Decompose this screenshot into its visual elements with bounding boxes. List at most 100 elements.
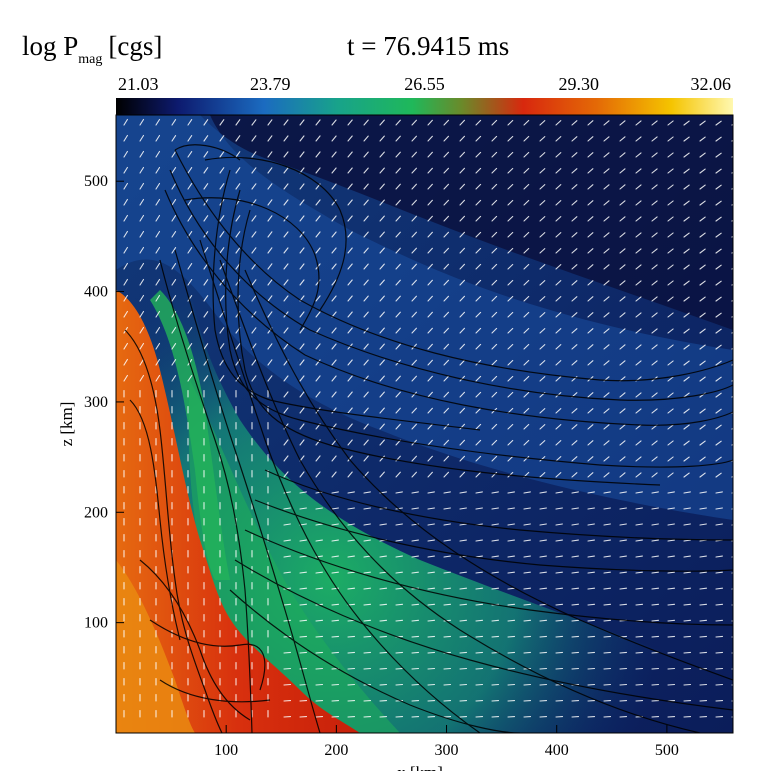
velocity-arrow <box>571 424 578 430</box>
velocity-arrow <box>667 344 674 350</box>
velocity-arrow <box>715 184 722 190</box>
velocity-arrow <box>715 440 722 446</box>
velocity-arrow <box>139 134 145 142</box>
velocity-arrow <box>683 344 690 350</box>
velocity-arrow <box>331 183 337 190</box>
velocity-arrow <box>283 471 289 478</box>
velocity-arrow <box>539 408 546 414</box>
velocity-arrow <box>715 651 724 654</box>
velocity-arrow <box>619 216 626 222</box>
velocity-arrow <box>635 507 643 510</box>
velocity-arrow <box>139 230 145 238</box>
velocity-arrow <box>427 471 433 478</box>
velocity-arrow <box>443 587 452 590</box>
velocity-arrow <box>395 135 401 142</box>
velocity-arrow <box>363 507 371 510</box>
velocity-arrow <box>283 491 291 494</box>
velocity-arrow <box>571 120 578 126</box>
velocity-arrow <box>379 603 388 606</box>
velocity-arrow <box>651 168 658 174</box>
velocity-arrow <box>491 391 498 398</box>
velocity-arrow <box>427 199 433 206</box>
velocity-arrow <box>427 151 433 158</box>
velocity-arrow <box>635 392 642 398</box>
velocity-arrow <box>651 360 658 366</box>
velocity-arrow <box>651 248 658 254</box>
velocity-arrow <box>283 231 289 238</box>
velocity-arrow <box>555 539 563 542</box>
velocity-arrow <box>427 455 433 462</box>
velocity-arrow <box>587 456 594 462</box>
velocity-arrow <box>187 375 193 382</box>
velocity-arrow <box>667 232 674 238</box>
velocity-arrow <box>171 199 177 206</box>
velocity-arrow <box>411 635 420 638</box>
velocity-arrow <box>315 587 324 590</box>
velocity-arrow <box>347 199 353 206</box>
velocity-arrow <box>347 587 356 590</box>
velocity-arrow <box>363 167 369 174</box>
velocity-arrow <box>283 523 291 526</box>
velocity-arrow <box>187 279 193 286</box>
velocity-arrow <box>395 183 401 190</box>
velocity-arrow <box>459 683 468 686</box>
velocity-arrow <box>331 491 339 494</box>
velocity-arrow <box>683 264 690 270</box>
velocity-arrow <box>379 555 387 558</box>
velocity-arrow <box>331 603 340 606</box>
velocity-arrow <box>635 635 644 638</box>
velocity-arrow <box>475 343 482 350</box>
velocity-arrow <box>715 296 722 302</box>
velocity-arrow <box>699 152 706 158</box>
velocity-arrow <box>475 263 482 270</box>
velocity-arrow <box>635 667 644 670</box>
velocity-arrow <box>267 199 273 206</box>
velocity-arrow <box>123 262 128 270</box>
velocity-arrow <box>155 150 161 158</box>
velocity-arrow <box>699 360 706 366</box>
velocity-arrow <box>315 295 321 302</box>
velocity-arrow <box>235 151 241 158</box>
velocity-arrow <box>363 343 369 350</box>
velocity-arrow <box>347 507 355 510</box>
velocity-arrow <box>459 151 466 158</box>
velocity-arrow <box>651 312 658 318</box>
velocity-arrow <box>699 635 708 638</box>
velocity-arrow <box>363 439 369 446</box>
velocity-arrow <box>555 603 564 606</box>
velocity-arrow <box>507 555 515 558</box>
velocity-arrow <box>667 619 676 622</box>
velocity-arrow <box>395 247 401 254</box>
velocity-arrow <box>699 491 707 494</box>
velocity-arrow <box>635 136 642 142</box>
velocity-arrow <box>427 119 433 126</box>
chart-title: log Pmag [cgs] <box>22 31 162 67</box>
velocity-arrow <box>715 408 722 414</box>
velocity-arrow <box>443 455 450 462</box>
velocity-arrow <box>411 119 417 126</box>
velocity-arrow <box>683 555 691 558</box>
blue-band <box>116 115 733 520</box>
velocity-arrow <box>571 571 579 574</box>
velocity-arrow <box>459 167 466 174</box>
velocity-arrow <box>203 215 209 222</box>
velocity-arrow <box>507 119 514 126</box>
velocity-arrow <box>395 491 403 494</box>
velocity-arrow <box>331 407 337 414</box>
velocity-arrow <box>571 328 578 334</box>
velocity-arrow <box>315 683 324 686</box>
velocity-arrow <box>651 408 658 414</box>
velocity-arrow <box>459 603 468 606</box>
velocity-arrow <box>459 183 466 190</box>
field-line <box>124 329 223 733</box>
velocity-arrow <box>539 120 546 126</box>
velocity-arrow <box>267 263 273 270</box>
velocity-arrow <box>539 523 547 526</box>
velocity-arrow <box>555 248 562 254</box>
velocity-arrow <box>475 491 483 494</box>
velocity-arrow <box>587 232 594 238</box>
velocity-arrow <box>555 667 564 670</box>
velocity-arrow <box>507 455 514 462</box>
velocity-arrow <box>443 439 450 446</box>
velocity-arrow <box>123 310 128 318</box>
